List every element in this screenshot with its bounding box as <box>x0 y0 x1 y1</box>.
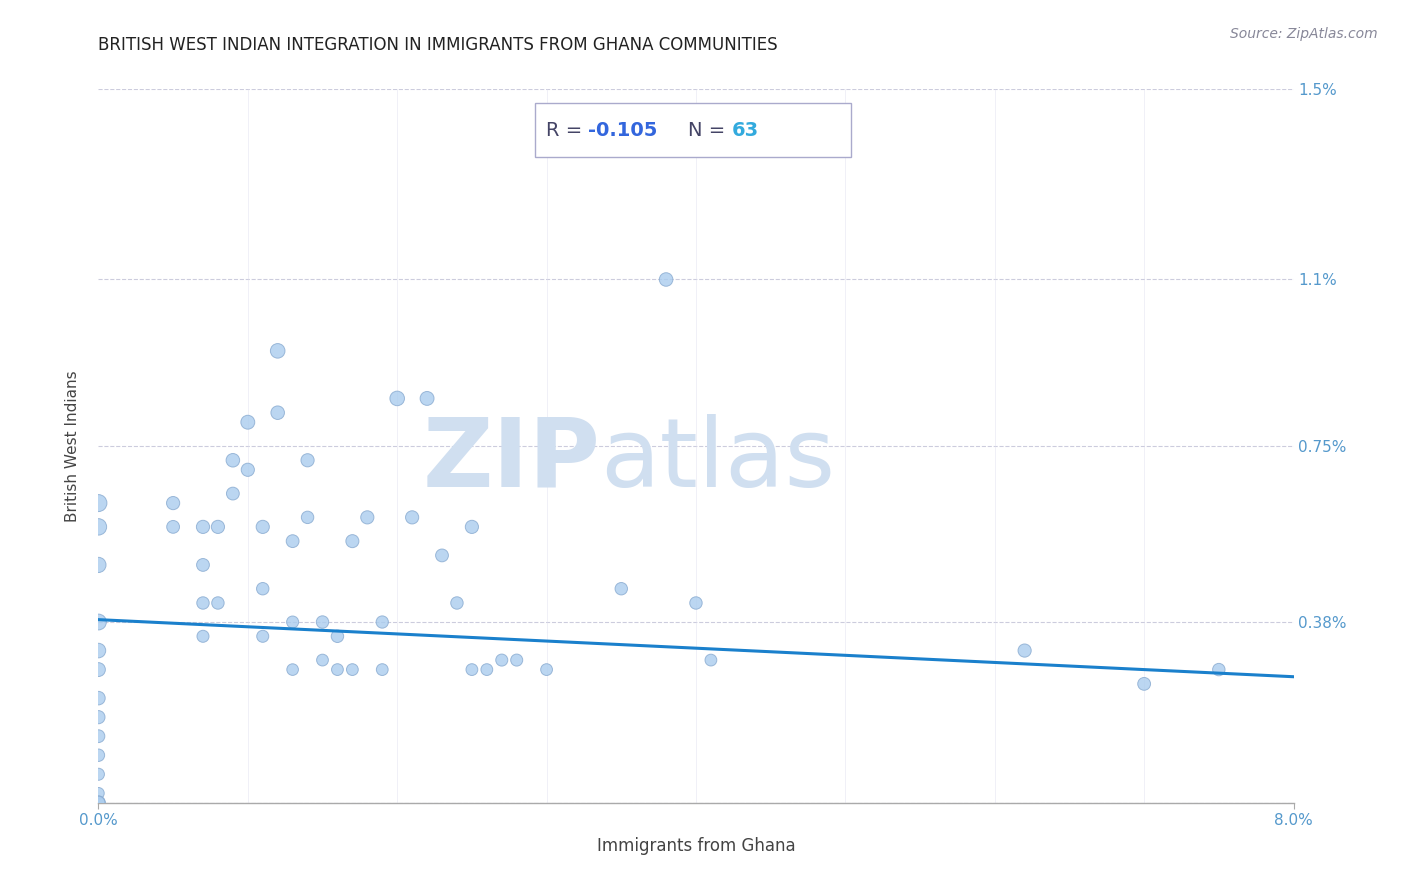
Point <box>281 663 304 677</box>
Point <box>87 796 110 810</box>
Point <box>191 596 214 610</box>
Point <box>536 663 558 677</box>
Point <box>252 520 274 534</box>
Point <box>326 663 349 677</box>
Point <box>461 520 484 534</box>
Point <box>87 786 110 800</box>
Point <box>342 534 364 549</box>
Point <box>87 729 110 743</box>
Point <box>311 615 333 629</box>
Point <box>297 453 319 467</box>
Point <box>430 549 453 563</box>
Text: N =: N = <box>689 120 733 140</box>
Point <box>87 520 110 534</box>
Point <box>371 615 394 629</box>
Point <box>162 496 184 510</box>
Point <box>87 691 110 706</box>
Text: ZIP: ZIP <box>422 414 600 507</box>
Text: 63: 63 <box>733 120 759 140</box>
X-axis label: Immigrants from Ghana: Immigrants from Ghana <box>596 837 796 855</box>
Point <box>446 596 468 610</box>
FancyBboxPatch shape <box>534 103 852 157</box>
Point <box>87 663 110 677</box>
Point <box>87 643 110 657</box>
Point <box>87 496 110 510</box>
Point <box>1014 643 1036 657</box>
Point <box>326 629 349 643</box>
Point <box>281 615 304 629</box>
Point <box>342 663 364 677</box>
Point <box>461 663 484 677</box>
Point <box>87 748 110 763</box>
Point <box>610 582 633 596</box>
Point <box>191 558 214 572</box>
Text: -0.105: -0.105 <box>589 120 658 140</box>
Point <box>700 653 723 667</box>
Point <box>267 406 290 420</box>
Point <box>87 558 110 572</box>
Point <box>1133 677 1156 691</box>
Point <box>385 392 409 406</box>
Point <box>222 453 245 467</box>
Point <box>506 653 529 667</box>
Point <box>1208 663 1230 677</box>
Point <box>356 510 378 524</box>
Y-axis label: British West Indians: British West Indians <box>65 370 80 522</box>
Point <box>281 534 304 549</box>
Point <box>401 510 423 524</box>
Point <box>416 392 439 406</box>
Point <box>236 415 259 429</box>
Point <box>191 520 214 534</box>
Point <box>252 582 274 596</box>
Point <box>87 767 110 781</box>
Point <box>655 272 678 286</box>
Point <box>267 343 290 358</box>
Point <box>685 596 707 610</box>
Point <box>162 520 184 534</box>
Point <box>252 629 274 643</box>
Text: atlas: atlas <box>600 414 835 507</box>
Text: R =: R = <box>546 120 589 140</box>
Point <box>87 615 110 629</box>
Point <box>207 596 229 610</box>
Point <box>236 463 259 477</box>
Point <box>191 629 214 643</box>
Point <box>222 486 245 500</box>
Point <box>87 796 110 810</box>
Point <box>491 653 513 667</box>
Point <box>297 510 319 524</box>
Text: Source: ZipAtlas.com: Source: ZipAtlas.com <box>1230 27 1378 41</box>
Point <box>87 710 110 724</box>
Text: BRITISH WEST INDIAN INTEGRATION IN IMMIGRANTS FROM GHANA COMMUNITIES: BRITISH WEST INDIAN INTEGRATION IN IMMIG… <box>98 36 778 54</box>
Point <box>475 663 498 677</box>
Point <box>207 520 229 534</box>
Point <box>371 663 394 677</box>
Point <box>311 653 333 667</box>
